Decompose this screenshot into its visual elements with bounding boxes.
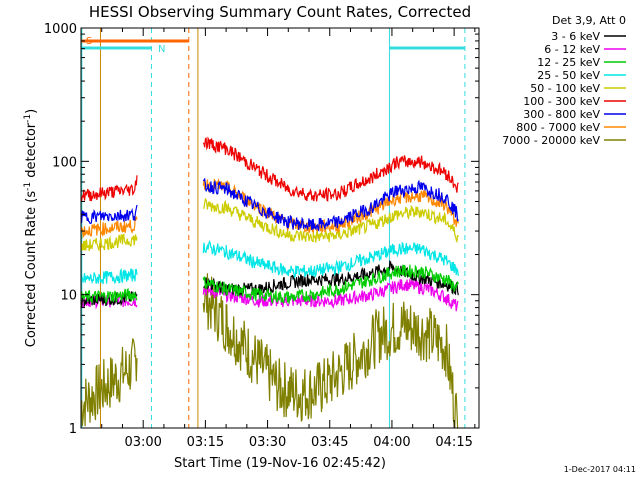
legend-label: 100 - 300 keV bbox=[523, 95, 600, 108]
x-tick-label: 03:15 bbox=[187, 435, 224, 450]
chart-title: HESSI Observing Summary Count Rates, Cor… bbox=[89, 3, 471, 21]
series-layer bbox=[80, 136, 459, 429]
y-axis: 1 10 100 1000 bbox=[44, 22, 479, 437]
series-line-6 bbox=[80, 177, 459, 232]
plot-decorations: SN bbox=[81, 28, 466, 428]
x-tick-label: 04:15 bbox=[435, 435, 472, 450]
x-tick-label: 03:00 bbox=[124, 435, 161, 450]
y-tick-label: 1 bbox=[69, 422, 77, 437]
series-line-8 bbox=[80, 273, 459, 429]
legend-label: 300 - 800 keV bbox=[523, 108, 600, 121]
series-line-5 bbox=[80, 136, 459, 203]
y-tick-label: 10 bbox=[60, 289, 77, 304]
legend-label: 800 - 7000 keV bbox=[516, 121, 600, 134]
legend-label: 50 - 100 keV bbox=[530, 82, 600, 95]
timestamp: 1-Dec-2017 04:11 bbox=[564, 465, 636, 474]
legend-title: Det 3,9, Att 0 bbox=[552, 14, 626, 27]
y-axis-label: Corrected Count Rate (s-1 detector-1) bbox=[23, 109, 39, 347]
series-line-4 bbox=[80, 197, 459, 253]
y-tick-label: 1000 bbox=[44, 22, 77, 37]
plot-frame bbox=[80, 27, 480, 429]
y-tick-label: 100 bbox=[52, 155, 77, 170]
series-line-3 bbox=[80, 240, 459, 285]
legend-label: 3 - 6 keV bbox=[551, 30, 600, 43]
flag-label-n: N bbox=[158, 44, 165, 55]
x-tick-label: 03:45 bbox=[311, 435, 348, 450]
x-tick-label: 03:30 bbox=[249, 435, 286, 450]
x-axis: 03:00 03:15 03:30 03:45 04:00 04:15 bbox=[101, 28, 476, 450]
flag-label-s: S bbox=[86, 36, 92, 47]
legend-label: 7000 - 20000 keV bbox=[502, 134, 600, 147]
legend-label: 12 - 25 keV bbox=[537, 56, 600, 69]
x-axis-label: Start Time (19-Nov-16 02:45:42) bbox=[174, 456, 386, 471]
legend-label: 6 - 12 keV bbox=[544, 43, 600, 56]
series-line-2 bbox=[80, 264, 459, 306]
x-tick-label: 04:00 bbox=[373, 435, 410, 450]
legend-label: 25 - 50 keV bbox=[537, 69, 600, 82]
